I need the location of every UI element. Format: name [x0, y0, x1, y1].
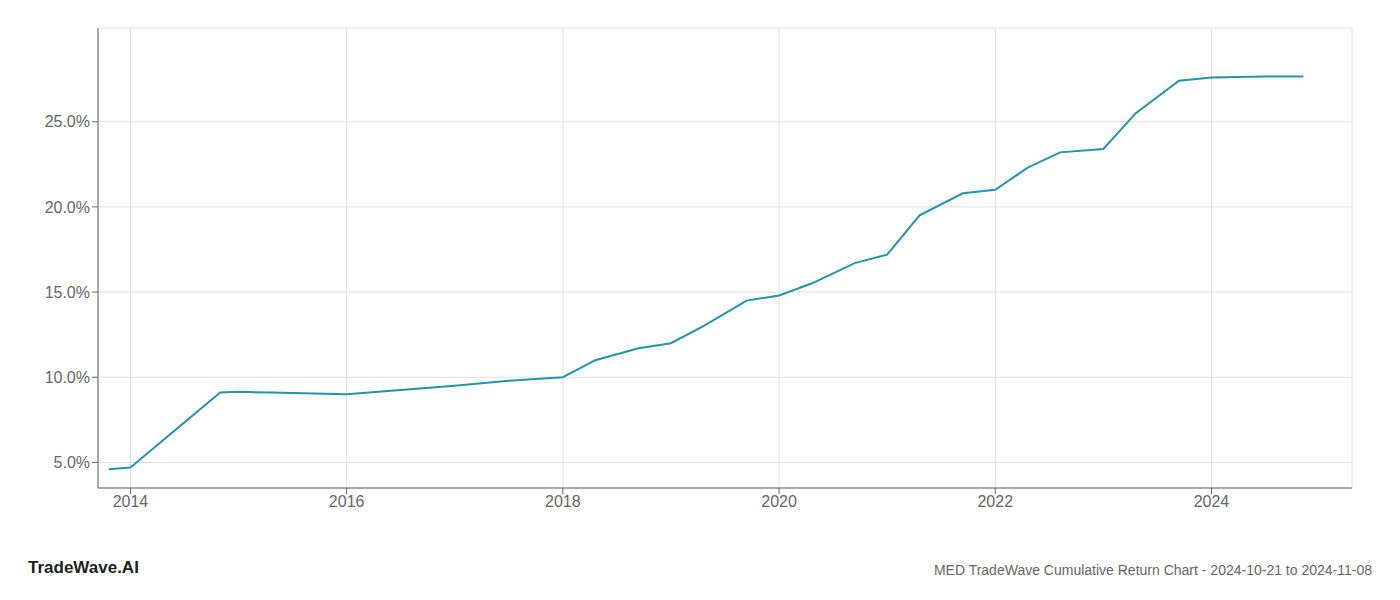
html-text:TradeWave.AI: TradeWave.AI — [28, 558, 139, 577]
svg-text:2018: 2018 — [545, 493, 581, 510]
svg-text:2014: 2014 — [113, 493, 149, 510]
svg-text:20.0%: 20.0% — [45, 199, 90, 216]
svg-text:10.0%: 10.0% — [45, 369, 90, 386]
svg-text:15.0%: 15.0% — [45, 284, 90, 301]
svg-text:25.0%: 25.0% — [45, 113, 90, 130]
svg-text:2020: 2020 — [761, 493, 797, 510]
svg-text:2024: 2024 — [1194, 493, 1230, 510]
svg-text:5.0%: 5.0% — [54, 454, 90, 471]
svg-text:2016: 2016 — [329, 493, 365, 510]
svg-text:2022: 2022 — [977, 493, 1013, 510]
html-text:MED TradeWave Cumulative Retur: MED TradeWave Cumulative Return Chart - … — [933, 562, 1372, 578]
